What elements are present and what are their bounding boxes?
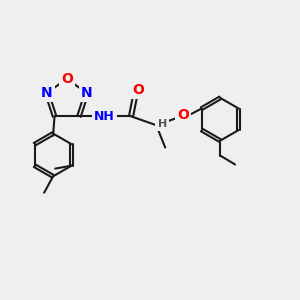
Text: H: H — [158, 119, 167, 129]
Text: O: O — [133, 82, 144, 97]
Text: N: N — [41, 86, 53, 100]
Text: NH: NH — [94, 110, 115, 123]
Text: O: O — [61, 72, 73, 86]
Text: O: O — [177, 108, 189, 122]
Text: N: N — [81, 86, 92, 100]
